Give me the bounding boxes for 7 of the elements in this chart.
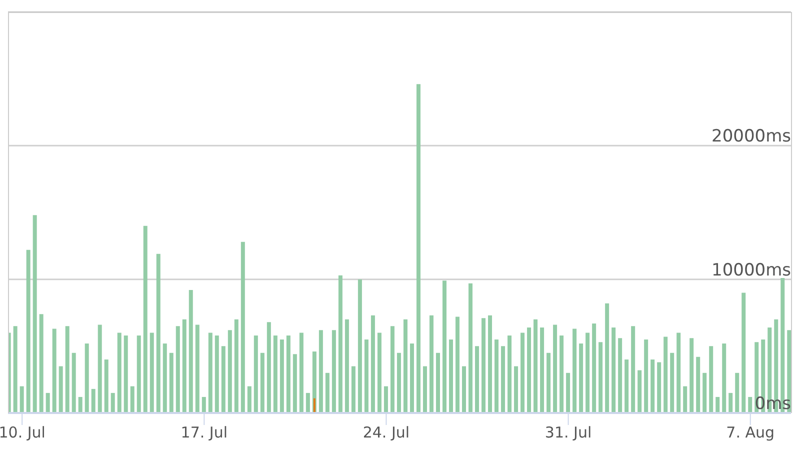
x-tick-label: 31. Jul: [544, 424, 592, 442]
x-tick-label: 17. Jul: [180, 424, 228, 442]
x-tick-label: 10. Jul: [0, 424, 46, 442]
x-tick-label: 7. Aug: [726, 424, 775, 442]
y-tick-label: 20000ms: [712, 126, 792, 147]
y-tick-label: 10000ms: [712, 260, 792, 280]
x-tick-label: 24. Jul: [362, 424, 410, 442]
